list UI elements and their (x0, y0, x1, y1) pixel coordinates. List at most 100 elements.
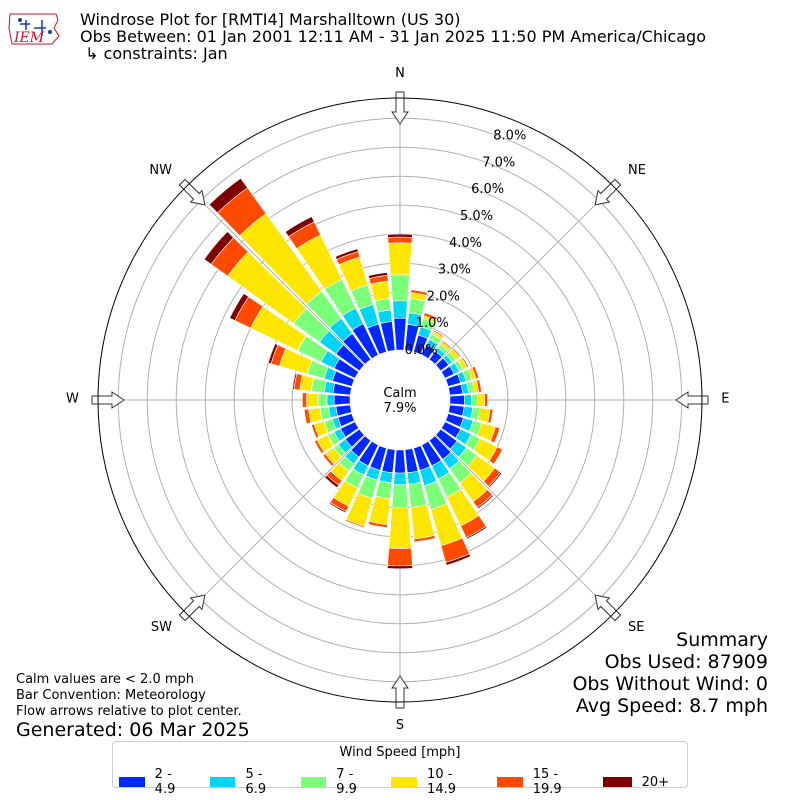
wind-bar-segment (267, 343, 279, 365)
calm-label: Calm (383, 386, 416, 401)
wind-bar-segment (306, 392, 319, 408)
wind-bar-segment (324, 474, 340, 489)
compass-label-n: N (395, 66, 405, 81)
calm-note: Calm values are < 2.0 mph (16, 672, 195, 687)
legend-swatch (496, 777, 523, 787)
flow-arrow (391, 91, 409, 125)
legend-item: 5 - 6.9 (209, 767, 283, 797)
wind-bar-segment (345, 519, 365, 528)
compass-label-e: E (721, 391, 729, 406)
legend-swatch (300, 777, 327, 787)
wind-bar-segment (394, 449, 406, 474)
grid-spoke (399, 399, 614, 614)
legend-label: 2 - 4.9 (154, 767, 176, 797)
wind-bar-segment (370, 280, 391, 302)
grid-spoke (186, 186, 401, 401)
wind-bar-segment (367, 272, 388, 279)
calm-circle (350, 350, 450, 450)
wind-bar-segment (387, 236, 413, 244)
iem-logo: IEM (8, 13, 60, 46)
summary-panel: Summary Obs Used: 87909 Obs Without Wind… (572, 629, 768, 717)
wind-bar-segment (387, 242, 413, 276)
wind-bar-segment (387, 233, 413, 238)
wind-bar-segment (229, 293, 250, 321)
wind-bar-segment (328, 501, 347, 514)
wind-bar-segment (303, 408, 312, 425)
wind-bars (203, 177, 503, 570)
legend-item: 15 - 19.9 (496, 767, 585, 797)
legend-swatch (119, 777, 145, 787)
legend-label: 7 - 9.9 (336, 767, 357, 797)
legend-label: 5 - 6.9 (245, 767, 267, 797)
wind-bar-segment (390, 274, 410, 302)
wind-bar-segment (465, 525, 488, 540)
calm-value: 7.9% (383, 401, 416, 416)
radial-tick-label: 6.0% (471, 182, 504, 197)
legend-swatch (391, 777, 418, 787)
grid-spoke (399, 186, 614, 401)
wind-bar-segment (208, 177, 248, 214)
wind-bar-segment (203, 231, 235, 265)
wind-bar-segment (487, 408, 494, 424)
wind-bar-segment (388, 507, 412, 549)
wind-bar-segment (441, 340, 452, 350)
legend-item: 7 - 9.9 (300, 767, 374, 797)
wind-bar-segment (368, 495, 391, 526)
wind-bar-segment (476, 379, 482, 393)
legend-label: 20+ (641, 774, 670, 790)
wind-bar-segment (413, 535, 436, 543)
summary-obs-without-wind: Obs Without Wind: 0 (572, 673, 768, 695)
flow-arrow (178, 594, 206, 622)
grid-spoke (186, 399, 401, 614)
wind-bar-segment (314, 439, 325, 454)
wind-bar-segment (301, 392, 308, 408)
wind-bar-segment (471, 365, 480, 380)
wind-bar-segment (451, 347, 462, 358)
radial-tick-label: 8.0% (493, 129, 526, 144)
wind-bar-segment (317, 393, 328, 407)
legend-item: 10 - 14.9 (391, 767, 479, 797)
outer-circle (97, 97, 703, 703)
wind-bar-segment (488, 446, 503, 465)
flow-arrow (675, 391, 709, 409)
wind-bar-segment (367, 521, 388, 528)
compass-label-nw: NW (149, 163, 172, 178)
wind-bar-segment (471, 393, 478, 407)
compass-label-sw: SW (151, 620, 172, 635)
flow-arrow (178, 178, 206, 206)
wind-bar-segment (391, 484, 409, 509)
radial-tick-label: 7.0% (482, 155, 515, 170)
legend-swatch (209, 777, 236, 787)
wind-bar-segment (410, 289, 428, 296)
wind-bar-segment (334, 248, 359, 260)
generated-date: Generated: 06 Mar 2025 (16, 719, 250, 741)
radial-tick-label: 5.0% (460, 209, 493, 224)
plot-title: Windrose Plot for [RMTI4] Marshalltown (… (80, 10, 706, 63)
wind-bar-segment (387, 565, 413, 570)
legend-item: 2 - 4.9 (119, 767, 192, 797)
radial-tick-label: 4.0% (449, 236, 482, 251)
flow-arrow (594, 594, 622, 622)
wind-bar-segment (311, 423, 320, 439)
legend-item: 20+ (602, 767, 670, 797)
radial-tick-label: 2.0% (427, 289, 460, 304)
wind-bar-segment (461, 356, 469, 369)
compass-label-se: SE (628, 620, 644, 635)
flow-arrow (391, 675, 409, 709)
compass-label-ne: NE (628, 163, 646, 178)
legend-label: 10 - 14.9 (427, 767, 456, 797)
wind-bar-segment (326, 394, 335, 406)
wind-bar-segment (490, 426, 501, 444)
radial-tick-label: 0.0% (405, 343, 438, 358)
summary-heading: Summary (676, 629, 768, 651)
wind-bar-segment (387, 547, 413, 567)
summary-avg-speed: Avg Speed: 8.7 mph (575, 695, 768, 717)
wind-bar-segment (292, 372, 298, 390)
wind-bar-segment (488, 471, 503, 488)
legend-label: 15 - 19.9 (532, 767, 562, 797)
wind-bar-segment (463, 394, 473, 406)
compass-arrows (91, 91, 709, 709)
flow-arrow (594, 178, 622, 206)
wind-bar-segment (408, 298, 426, 316)
